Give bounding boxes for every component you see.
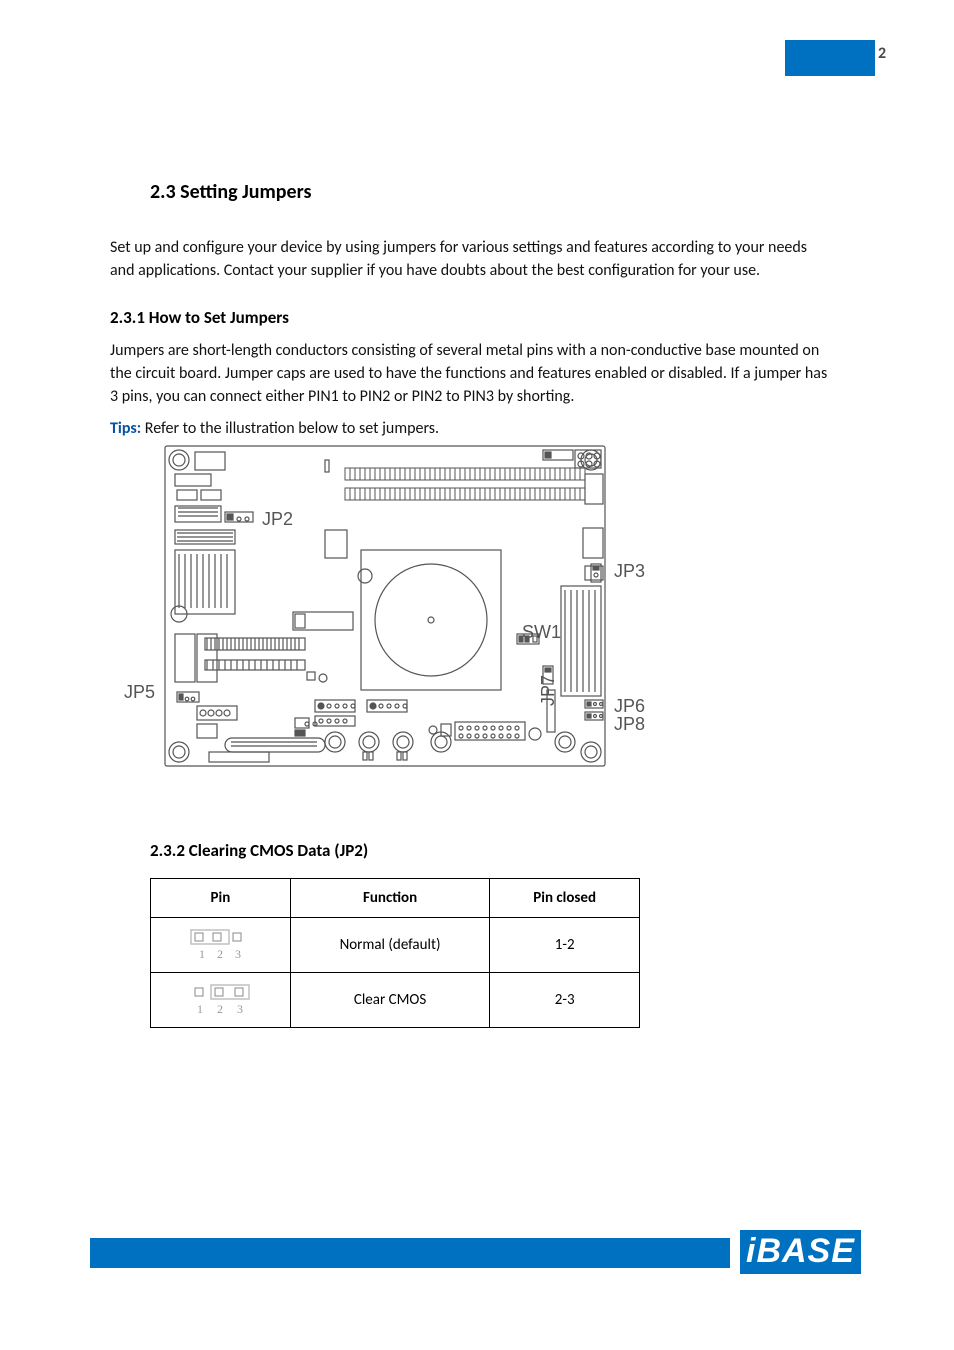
board-diagram [145,438,675,772]
brand-logo: iBASE [740,1230,861,1274]
cell-func: Normal (default) [290,918,490,973]
svg-text:3: 3 [235,947,241,961]
th-closed: Pin closed [490,879,640,918]
section-heading: 2.3 Setting Jumpers [150,180,311,204]
svg-text:3: 3 [237,1002,243,1016]
label-jp3: JP3 [614,561,645,582]
tip-label: Tips: [110,419,141,438]
cell-setting: 2-3 [490,973,640,1028]
subsection-heading: 2.3.1 How to Set Jumpers [110,306,830,331]
label-jp7: JP7 [538,675,559,706]
tip-paragraph: Tips: Refer to the illustration below to… [110,417,830,440]
th-pin: Pin [151,879,291,918]
footer-bar [90,1238,730,1268]
paragraph-1: Set up and configure your device by usin… [110,236,830,282]
svg-text:1: 1 [199,947,205,961]
svg-text:1: 1 [197,1002,203,1016]
table-row: 1 2 3 Normal (default) 1-2 [151,918,640,973]
label-jp8: JP8 [614,714,645,735]
corner-number: 2 [878,44,886,63]
body-text: Set up and configure your device by usin… [110,236,830,448]
jumper-table: Pin Function Pin closed 1 2 3 Normal (de… [150,878,640,1028]
tip-text: Refer to the illustration below to set j… [145,419,439,438]
cell-func: Clear CMOS [290,973,490,1028]
label-sw1: SW1 [522,622,561,643]
corner-bar [785,40,875,76]
svg-text:2: 2 [217,1002,223,1016]
jumper-icon-12: 1 2 3 [151,918,291,973]
th-func: Function [290,879,490,918]
label-jp2: JP2 [262,509,293,530]
table-row: 1 2 3 Clear CMOS 2-3 [151,973,640,1028]
cell-setting: 1-2 [490,918,640,973]
jumper-icon-23: 1 2 3 [151,973,291,1028]
paragraph-2: Jumpers are short-length conductors cons… [110,339,830,409]
jp2-heading: 2.3.2 Clearing CMOS Data (JP2) [150,840,368,861]
svg-text:2: 2 [217,947,223,961]
label-jp5: JP5 [124,682,155,703]
